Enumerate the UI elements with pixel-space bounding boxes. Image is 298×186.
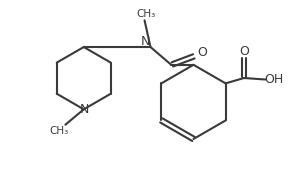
Text: CH₃: CH₃ — [136, 9, 156, 19]
Text: OH: OH — [265, 73, 284, 86]
Text: CH₃: CH₃ — [49, 126, 69, 136]
Text: N: N — [80, 103, 89, 116]
Text: O: O — [198, 46, 207, 60]
Text: N: N — [140, 35, 150, 48]
Text: O: O — [239, 45, 249, 58]
